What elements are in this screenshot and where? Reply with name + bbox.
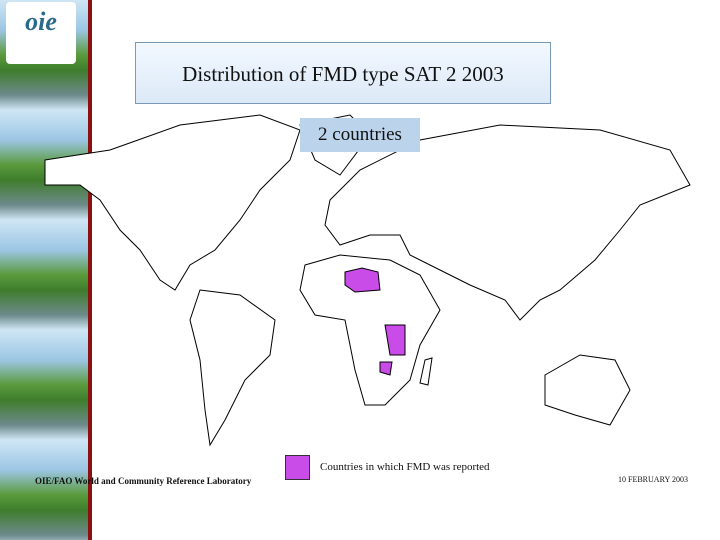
eurasia	[324, 124, 691, 321]
divider	[88, 0, 92, 540]
legend-swatch	[285, 455, 310, 480]
north-america	[44, 114, 301, 291]
libya	[344, 267, 381, 293]
logo: oie	[6, 2, 76, 64]
africa	[299, 254, 441, 406]
south-america	[189, 289, 276, 447]
east-africa-country	[384, 324, 406, 356]
madagascar	[419, 357, 433, 386]
legend-label: Countries in which FMD was reported	[320, 461, 490, 473]
southern-africa-country	[379, 361, 393, 376]
footer-date: 10 FEBRUARY 2003	[618, 475, 688, 484]
subtitle: 2 countries	[300, 118, 420, 152]
footer-lab: OIE/FAO World and Community Reference La…	[35, 476, 252, 486]
title: Distribution of FMD type SAT 2 2003	[135, 42, 551, 104]
photo-strip	[0, 0, 88, 540]
australia	[544, 354, 631, 426]
